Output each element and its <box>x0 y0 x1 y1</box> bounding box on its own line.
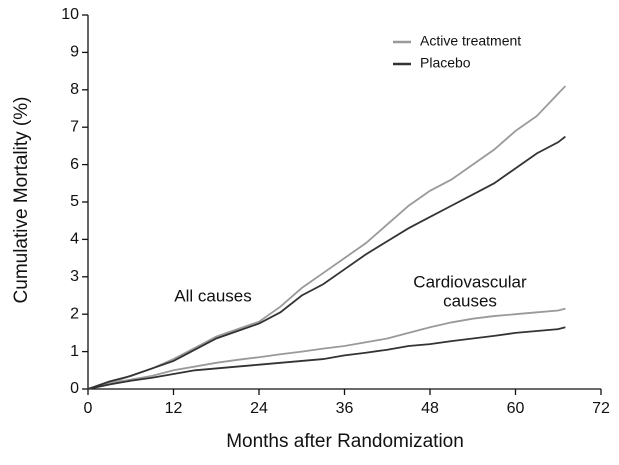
y-tick-label: 1 <box>70 343 79 360</box>
y-tick-label: 5 <box>70 193 79 210</box>
x-tick-label: 12 <box>165 400 183 417</box>
x-tick-label: 72 <box>592 400 610 417</box>
y-tick-label: 3 <box>70 268 79 285</box>
y-tick-label: 7 <box>70 118 79 135</box>
x-tick-label: 0 <box>84 400 93 417</box>
annotation: causes <box>443 291 497 310</box>
legend-label: Placebo <box>420 55 471 71</box>
x-tick-label: 24 <box>250 400 268 417</box>
x-tick-label: 36 <box>336 400 354 417</box>
legend-label: Active treatment <box>420 33 521 49</box>
line <box>87 326 566 390</box>
y-tick-label: 0 <box>70 380 79 397</box>
x-axis-label: Months after Randomization <box>226 431 464 452</box>
y-tick-label: 6 <box>70 156 79 173</box>
y-tick-label: 9 <box>70 44 79 61</box>
annotation: All causes <box>174 286 251 305</box>
y-tick-label: 2 <box>70 305 79 322</box>
line <box>87 307 566 390</box>
line <box>87 135 566 390</box>
y-tick-label: 8 <box>70 81 79 98</box>
y-tick-label: 10 <box>61 6 79 23</box>
line <box>87 85 567 390</box>
y-tick-label: 4 <box>70 231 79 248</box>
x-tick-label: 60 <box>507 400 525 417</box>
y-axis-label: Cumulative Mortality (%) <box>11 97 32 304</box>
x-tick-label: 48 <box>421 400 439 417</box>
annotation: Cardiovascular <box>413 272 527 291</box>
